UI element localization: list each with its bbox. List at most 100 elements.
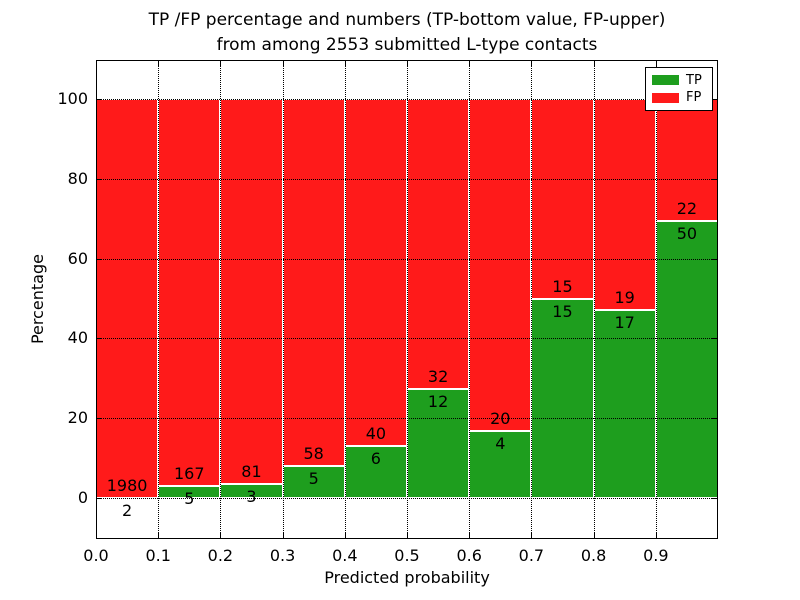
fp-count-label: 32 — [427, 367, 449, 387]
tp-count-label: 3 — [246, 486, 257, 506]
plot-area: TP FP 1980 2 167 5 81 3 58 5 40 6 32 12 20 4 15 15 19 17 2… — [96, 60, 718, 539]
y-tick-mark — [712, 178, 717, 180]
chart-title: TP /FP percentage and numbers (TP-bottom… — [96, 8, 718, 58]
x-tick-mark — [158, 533, 160, 538]
x-gridline — [282, 60, 284, 539]
bar-segment-tp — [593, 309, 656, 498]
tp-swatch — [652, 75, 679, 86]
x-gridline — [344, 60, 346, 539]
y-tick-mark — [97, 338, 102, 340]
fp-count-label: 22 — [676, 198, 698, 218]
x-tick-label: 0.4 — [332, 546, 358, 565]
x-gridline — [593, 60, 595, 539]
y-tick-mark — [97, 258, 102, 260]
x-gridline — [469, 60, 471, 539]
fp-count-label: 15 — [552, 276, 573, 296]
y-gridline — [96, 258, 718, 260]
bar-segment-fp — [593, 99, 656, 310]
x-gridline — [407, 60, 408, 539]
y-tick-mark — [712, 498, 717, 499]
y-tick-mark — [97, 99, 102, 100]
x-gridline — [220, 60, 222, 539]
y-gridline — [96, 178, 718, 180]
y-tick-label: 40 — [67, 328, 88, 348]
x-tick-label: 0.9 — [643, 546, 669, 565]
bar-segment-fp — [96, 99, 159, 498]
legend-item-fp: FP — [652, 90, 706, 105]
x-tick-label: 0.3 — [269, 546, 296, 565]
x-tick-mark — [655, 61, 657, 66]
x-tick-mark — [407, 61, 408, 66]
x-tick-mark — [593, 533, 595, 538]
y-gridline — [96, 498, 718, 499]
tp-count-label: 5 — [308, 469, 319, 489]
tp-count-label: 6 — [370, 448, 381, 468]
bar-segment-tp — [282, 466, 345, 498]
x-tick-mark — [344, 61, 346, 66]
x-axis-label: Predicted probability — [324, 568, 490, 587]
x-tick-mark — [220, 533, 222, 538]
x-tick-mark — [96, 61, 97, 66]
tp-count-label: 2 — [122, 500, 133, 520]
bar-segment-tp — [531, 298, 594, 498]
tp-count-label: 12 — [427, 392, 449, 412]
legend-label-tp: TP — [686, 72, 702, 88]
x-tick-mark — [655, 533, 657, 538]
y-tick-mark — [97, 178, 102, 180]
legend-item-tp: TP — [652, 73, 706, 88]
x-tick-mark — [96, 533, 97, 538]
y-tick-mark — [712, 418, 717, 420]
y-tick-label: 60 — [67, 248, 88, 268]
y-tick-mark — [97, 498, 102, 499]
y-tick-mark — [712, 258, 717, 260]
x-tick-mark — [344, 533, 346, 538]
fp-count-label: 20 — [490, 409, 511, 429]
tp-count-label: 5 — [184, 489, 195, 509]
tp-count-label: 15 — [552, 301, 573, 321]
bar-segment-fp — [158, 99, 221, 487]
y-tick-mark — [97, 418, 102, 420]
chart-title-line2: from among 2553 submitted L-type contact… — [216, 35, 598, 55]
x-tick-mark — [593, 61, 595, 66]
x-tick-label: 0.8 — [580, 546, 607, 565]
legend-label-fp: FP — [686, 90, 702, 106]
x-tick-mark — [531, 533, 533, 538]
x-tick-mark — [407, 533, 408, 538]
x-tick-mark — [158, 61, 160, 66]
y-axis-label: Percentage — [28, 254, 47, 345]
y-tick-label: 80 — [67, 168, 88, 188]
x-tick-label: 0.6 — [456, 546, 482, 565]
x-gridline — [655, 60, 657, 539]
fp-swatch — [652, 92, 679, 103]
fp-count-label: 81 — [241, 461, 262, 481]
bar-segment-tp — [407, 389, 470, 498]
bar-segment-fp — [531, 99, 594, 299]
x-tick-label: 0.2 — [207, 546, 234, 565]
chart-title-line1: TP /FP percentage and numbers (TP-bottom… — [148, 10, 666, 30]
x-gridline — [531, 60, 533, 539]
y-tick-label: 0 — [77, 488, 88, 507]
bar-segment-tp — [655, 220, 718, 498]
x-tick-mark — [469, 61, 471, 66]
x-tick-label: 0.5 — [394, 546, 420, 565]
bar-segment-fp — [344, 99, 407, 446]
tp-count-label: 4 — [495, 434, 506, 454]
x-tick-mark — [282, 61, 284, 66]
bar-segment-fp — [469, 99, 532, 432]
y-gridline — [96, 99, 718, 100]
fp-count-label: 167 — [174, 464, 205, 484]
x-tick-mark — [469, 533, 471, 538]
x-tick-label: 0.1 — [145, 546, 171, 565]
x-tick-mark — [282, 533, 284, 538]
y-gridline — [96, 338, 718, 340]
y-tick-label: 100 — [57, 89, 88, 108]
x-tick-label: 0.0 — [83, 546, 109, 565]
y-gridline — [96, 418, 718, 420]
fp-count-label: 1980 — [106, 475, 148, 495]
bar-segment-fp — [407, 99, 470, 390]
fp-count-label: 58 — [303, 444, 324, 464]
x-tick-mark — [220, 61, 222, 66]
bar-segment-fp — [282, 99, 345, 467]
x-gridline — [158, 60, 160, 539]
